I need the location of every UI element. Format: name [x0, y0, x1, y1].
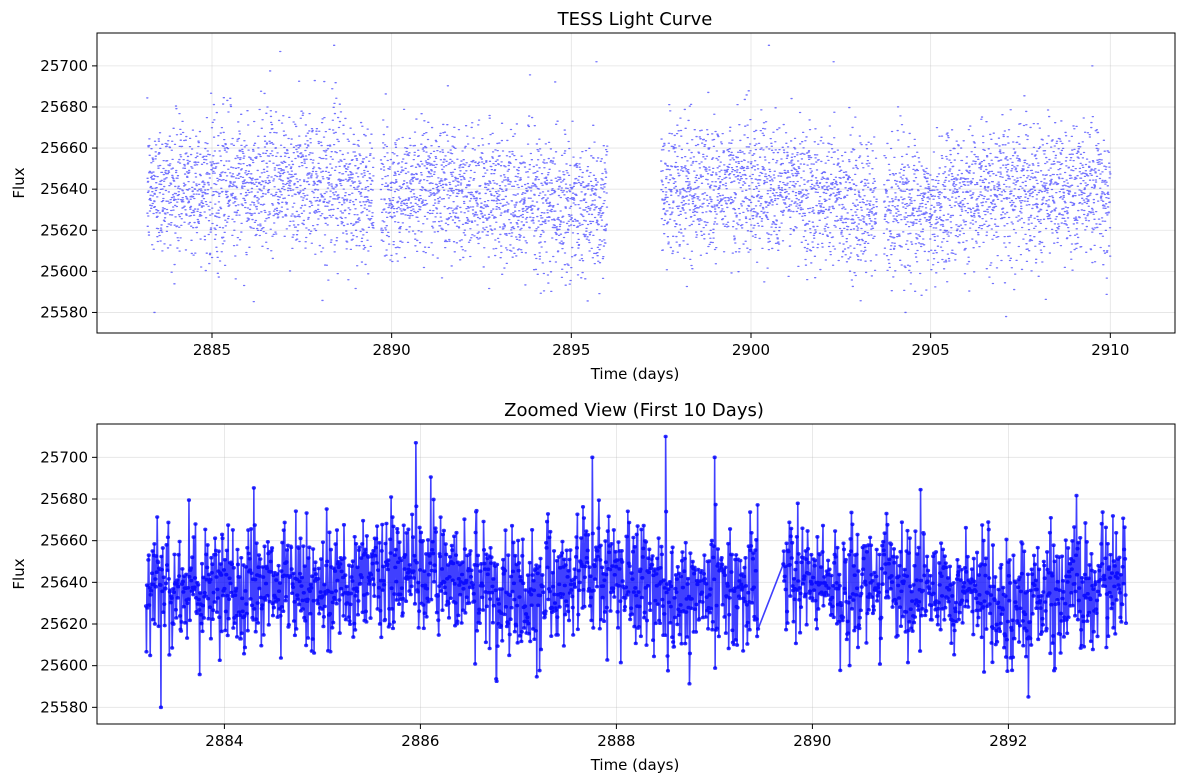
y-tick-label: 25680: [40, 98, 88, 116]
y-tick-label: 25580: [40, 303, 88, 321]
y-tick-label: 25600: [40, 657, 88, 675]
x-tick-label: 2905: [912, 341, 950, 359]
chart-title: Zoomed View (First 10 Days): [504, 400, 764, 421]
axis-ticks: 2885 2890 2895 2900 2905 2910 25580 25600 25620 2…: [40, 57, 1129, 359]
x-tick-label: 2890: [793, 732, 831, 750]
y-tick-label: 25620: [40, 615, 88, 633]
x-tick-label: 2886: [401, 732, 439, 750]
y-tick-label: 25640: [40, 180, 88, 198]
y-tick-label: 25680: [40, 490, 88, 508]
x-tick-label: 2910: [1091, 341, 1129, 359]
y-tick-label: 25660: [40, 139, 88, 157]
zoomed-view-panel: Zoomed View (First 10 Days) 2884 2886 2888…: [10, 400, 1176, 774]
y-tick-label: 25640: [40, 573, 88, 591]
y-tick-label: 25580: [40, 698, 88, 716]
x-tick-label: 2884: [205, 732, 243, 750]
flux-points: [146, 44, 1112, 318]
data-layer: [143, 434, 1129, 710]
chart-title: TESS Light Curve: [557, 9, 713, 30]
data-layer: [146, 44, 1112, 318]
x-tick-label: 2892: [989, 732, 1027, 750]
x-tick-label: 2885: [193, 341, 231, 359]
grid: [97, 424, 1175, 724]
x-axis-label: Time (days): [590, 365, 680, 383]
axis-ticks: 2884 2886 2888 2890 2892 25580 25600 25620 25640…: [40, 448, 1027, 750]
x-tick-label: 2888: [597, 732, 635, 750]
y-tick-label: 25620: [40, 221, 88, 239]
light-curve-panel: TESS Light Curve 2885 2890 2895 2900 2905 291…: [10, 9, 1176, 383]
flux-markers: [143, 434, 1129, 710]
plot-frame: [96, 32, 1176, 334]
x-tick-label: 2900: [732, 341, 770, 359]
y-tick-label: 25700: [40, 57, 88, 75]
y-axis-label: Flux: [10, 167, 28, 198]
plot-frame: [96, 423, 1176, 725]
y-tick-label: 25600: [40, 262, 88, 280]
x-axis-label: Time (days): [590, 756, 680, 774]
x-tick-label: 2890: [373, 341, 411, 359]
x-tick-label: 2895: [552, 341, 590, 359]
y-axis-label: Flux: [10, 558, 28, 589]
y-tick-label: 25660: [40, 532, 88, 550]
y-tick-label: 25700: [40, 448, 88, 466]
